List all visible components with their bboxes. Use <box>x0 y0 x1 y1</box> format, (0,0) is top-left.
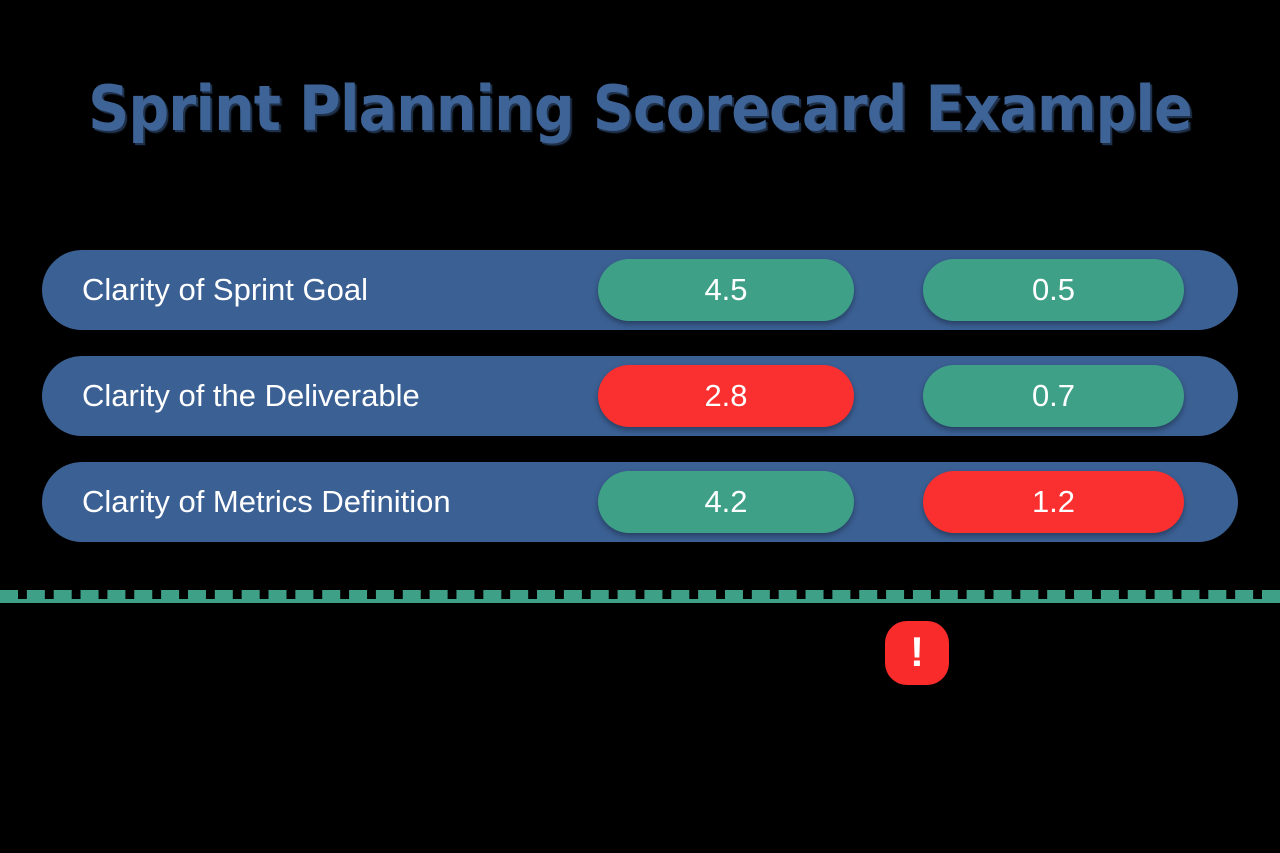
scorecard-rows: Clarity of Sprint Goal 4.5 0.5 Clarity o… <box>42 250 1238 542</box>
row-label: Clarity of Sprint Goal <box>82 272 368 307</box>
row-label: Clarity of the Deliverable <box>82 378 420 413</box>
variance-pill: 0.7 <box>923 365 1184 427</box>
score-pill: 4.5 <box>598 259 854 321</box>
page-title: Sprint Planning Scorecard Example <box>88 72 1193 145</box>
divider-baseline <box>0 599 1280 603</box>
score-pill: 4.2 <box>598 471 854 533</box>
table-row[interactable]: Clarity of Metrics Definition 4.2 1.2 <box>42 462 1238 542</box>
row-label: Clarity of Metrics Definition <box>82 484 451 519</box>
dashed-divider <box>0 590 1280 599</box>
table-row[interactable]: Clarity of Sprint Goal 4.5 0.5 <box>42 250 1238 330</box>
variance-pill: 0.5 <box>923 259 1184 321</box>
score-pill: 2.8 <box>598 365 854 427</box>
exclamation-glyph: ! <box>910 627 924 675</box>
exclamation-icon: ! <box>885 621 949 685</box>
variance-pill: 1.2 <box>923 471 1184 533</box>
table-row[interactable]: Clarity of the Deliverable 2.8 0.7 <box>42 356 1238 436</box>
